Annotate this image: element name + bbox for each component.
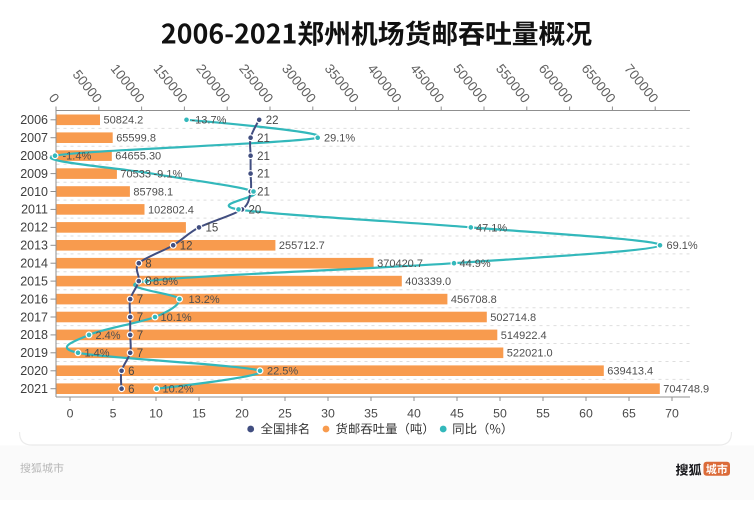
svg-text:2021: 2021: [20, 382, 48, 396]
svg-text:2011: 2011: [21, 203, 48, 217]
svg-text:2008: 2008: [20, 149, 48, 163]
svg-text:12: 12: [180, 240, 193, 252]
svg-text:370420.7: 370420.7: [377, 258, 423, 270]
svg-text:639413.4: 639413.4: [607, 366, 653, 378]
svg-text:70533: 70533: [120, 169, 151, 181]
svg-text:10.1%: 10.1%: [161, 312, 192, 324]
svg-text:8: 8: [145, 258, 151, 270]
svg-text:704748.9: 704748.9: [663, 384, 709, 396]
svg-text:102802.4: 102802.4: [148, 204, 194, 216]
svg-text:8: 8: [145, 276, 151, 288]
svg-text:69.1%: 69.1%: [667, 240, 698, 252]
svg-text:35: 35: [364, 407, 378, 421]
svg-text:2012: 2012: [20, 221, 48, 235]
svg-text:7: 7: [137, 294, 143, 306]
svg-text:456708.8: 456708.8: [451, 294, 497, 306]
svg-text:0: 0: [67, 407, 74, 421]
svg-text:60: 60: [579, 407, 593, 421]
svg-text:25: 25: [278, 407, 292, 421]
svg-text:64655.30: 64655.30: [115, 151, 161, 163]
svg-text:22: 22: [266, 115, 279, 127]
svg-text:502714.8: 502714.8: [490, 312, 536, 324]
svg-text:45: 45: [450, 407, 464, 421]
svg-text:2019: 2019: [20, 346, 48, 360]
svg-text:21: 21: [257, 169, 270, 181]
svg-text:21: 21: [257, 133, 270, 145]
svg-text:2.4%: 2.4%: [96, 330, 121, 342]
svg-text:15: 15: [206, 223, 219, 235]
svg-text:50824.2: 50824.2: [104, 115, 144, 127]
svg-text:514922.4: 514922.4: [501, 330, 547, 342]
svg-text:30: 30: [321, 407, 335, 421]
svg-text:5: 5: [110, 407, 117, 421]
svg-text:2014: 2014: [20, 257, 48, 271]
svg-text:85798.1: 85798.1: [133, 186, 173, 198]
svg-text:13.2%: 13.2%: [189, 294, 220, 306]
svg-text:47.1%: 47.1%: [476, 222, 507, 234]
svg-text:522021.0: 522021.0: [507, 348, 553, 360]
svg-text:2013: 2013: [20, 239, 48, 253]
svg-text:2015: 2015: [20, 274, 48, 288]
svg-text:70: 70: [665, 407, 679, 421]
svg-text:65599.8: 65599.8: [116, 133, 156, 145]
svg-text:6: 6: [128, 384, 134, 396]
svg-text:403339.0: 403339.0: [405, 276, 451, 288]
svg-text:21: 21: [257, 187, 270, 199]
svg-text:40: 40: [407, 407, 421, 421]
svg-text:20: 20: [235, 407, 249, 421]
svg-text:22.5%: 22.5%: [267, 366, 298, 378]
svg-text:8.9%: 8.9%: [153, 276, 178, 288]
svg-text:1.4%: 1.4%: [85, 348, 110, 360]
svg-text:2020: 2020: [20, 364, 48, 378]
svg-text:29.1%: 29.1%: [324, 133, 355, 145]
svg-text:2009: 2009: [20, 167, 48, 181]
svg-text:-1.4%: -1.4%: [63, 151, 92, 163]
svg-text:7: 7: [137, 330, 143, 342]
svg-text:2017: 2017: [20, 310, 48, 324]
svg-text:255712.7: 255712.7: [279, 240, 325, 252]
svg-text:10: 10: [149, 407, 163, 421]
svg-text:6: 6: [128, 366, 134, 378]
svg-text:7: 7: [137, 312, 143, 324]
svg-text:21: 21: [257, 151, 270, 163]
svg-text:7: 7: [137, 348, 143, 360]
svg-text:10.2%: 10.2%: [163, 384, 194, 396]
svg-text:65: 65: [622, 407, 636, 421]
svg-text:-9.1%: -9.1%: [154, 169, 183, 181]
svg-text:15: 15: [192, 407, 206, 421]
svg-text:50: 50: [493, 407, 507, 421]
svg-text:2018: 2018: [20, 328, 48, 342]
svg-text:2007: 2007: [20, 131, 48, 145]
svg-text:2016: 2016: [20, 292, 48, 306]
svg-text:20: 20: [249, 205, 262, 217]
svg-text:2010: 2010: [20, 185, 48, 199]
svg-text:2006: 2006: [20, 113, 48, 127]
svg-text:-13.7%: -13.7%: [192, 115, 227, 127]
svg-text:55: 55: [536, 407, 550, 421]
svg-text:44.9%: 44.9%: [460, 258, 491, 270]
